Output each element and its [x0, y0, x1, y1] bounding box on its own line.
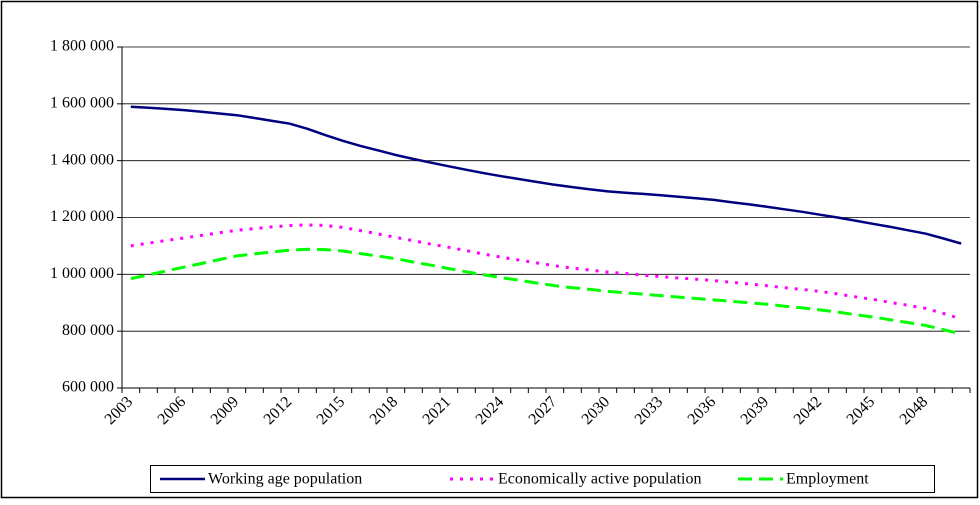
y-tick-label: 1 200 000	[50, 208, 114, 225]
y-tick-label: 800 000	[62, 322, 114, 339]
series-line	[130, 223, 962, 321]
legend-box	[150, 465, 935, 493]
y-tick-label: 1 400 000	[50, 151, 114, 168]
y-tick-label: 1 800 000	[50, 38, 114, 55]
legend-label: Economically active population	[498, 471, 702, 488]
legend-label: Working age population	[208, 471, 362, 488]
series-line	[130, 105, 962, 245]
y-tick-label: 1 000 000	[50, 265, 114, 282]
y-tick-label: 1 600 000	[50, 95, 114, 112]
legend-label: Employment	[786, 471, 869, 488]
series-line	[130, 247, 962, 336]
y-tick-label: 600 000	[62, 379, 114, 396]
